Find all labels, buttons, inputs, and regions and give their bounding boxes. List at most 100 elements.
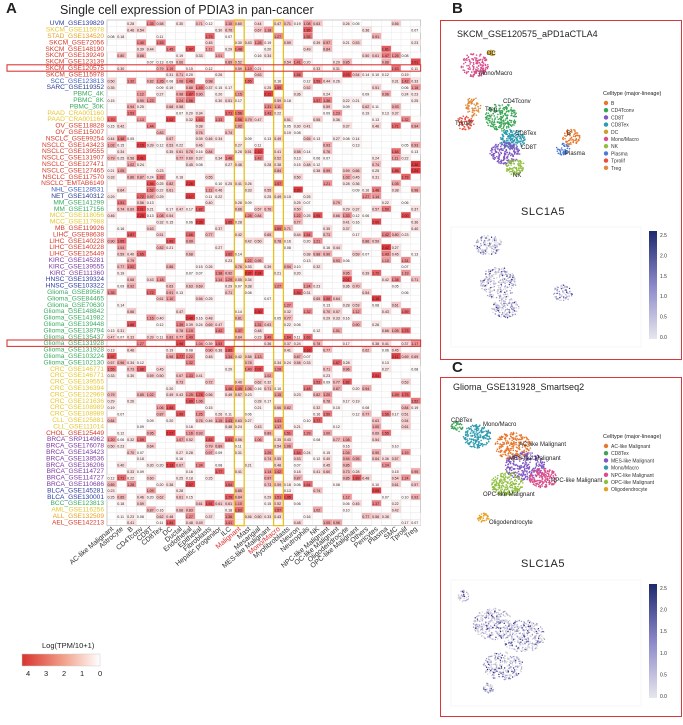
heatmap-cell-value: 0.06 bbox=[343, 502, 350, 506]
umap-cell-point bbox=[543, 461, 546, 464]
heatmap-cell-value: 0.77 bbox=[333, 380, 340, 384]
expression-cell-point bbox=[480, 252, 483, 255]
heatmap-cell-value: 0.29 bbox=[343, 208, 350, 212]
expression-cell-point bbox=[490, 250, 493, 252]
heatmap-cell-value: 2.16 bbox=[304, 348, 311, 352]
expression-cell-point bbox=[481, 235, 483, 238]
umap-cell-point bbox=[512, 137, 514, 140]
umap-cell-point bbox=[500, 151, 502, 154]
umap-cell-point bbox=[518, 171, 521, 174]
heatmap-cell-value: 0.13 bbox=[264, 137, 271, 141]
heatmap-cell-value: 1.06 bbox=[245, 387, 252, 391]
expression-cell-point bbox=[489, 270, 492, 273]
panel-a-label: A bbox=[6, 0, 17, 17]
heatmap-cell-value: 0.61 bbox=[176, 496, 183, 500]
heatmap-cell-value: 0.84 bbox=[206, 150, 213, 154]
heatmap-cell-value: 0.20 bbox=[225, 368, 232, 372]
umap-cell-point bbox=[574, 139, 577, 142]
umap-cell-point bbox=[516, 450, 519, 453]
heatmap-cell-value: 1.18 bbox=[264, 28, 271, 32]
heatmap-row-label: BCC_GSE123813 bbox=[50, 500, 104, 507]
heatmap-cell-value: 2.42 bbox=[382, 246, 389, 250]
heatmap-cell-value: 0.06 bbox=[294, 483, 301, 487]
heatmap-cell-value: 0.53 bbox=[166, 144, 173, 148]
heatmap-cell-value: 0.08 bbox=[313, 438, 320, 442]
heatmap-cell-value: 0.90 bbox=[372, 451, 379, 455]
expression-cell-point bbox=[513, 310, 516, 312]
umap-cell-point bbox=[472, 119, 474, 122]
heatmap-cell-value: 1.08 bbox=[176, 80, 183, 84]
heatmap-cell-value: 0.79 bbox=[206, 444, 213, 448]
umap-cell-point bbox=[570, 130, 573, 133]
umap-cell-point bbox=[512, 459, 514, 461]
umap-cell-point bbox=[542, 464, 544, 466]
heatmap-cell-value: 0.89 bbox=[108, 483, 115, 487]
umap-cell-point bbox=[513, 464, 515, 466]
umap-cell-point bbox=[470, 121, 473, 124]
umap-cell-point bbox=[536, 454, 539, 457]
umap-cell-point bbox=[480, 439, 482, 442]
umap-cell-point bbox=[563, 150, 565, 153]
heatmap-cell-value: 0.32 bbox=[284, 310, 291, 314]
umap-cell-point bbox=[468, 58, 470, 61]
umap-cell-point bbox=[469, 68, 472, 70]
heatmap-row-label: MM_GSE141299 bbox=[53, 199, 104, 206]
umap-cell-point bbox=[466, 438, 468, 440]
umap-legend-swatch bbox=[603, 144, 609, 149]
umap-cell-point bbox=[505, 139, 508, 142]
heatmap-cell-value: 0.54 bbox=[284, 60, 291, 64]
expression-cell-point bbox=[498, 286, 500, 289]
heatmap-cell-value: 0.29 bbox=[333, 60, 340, 64]
umap-cell-point bbox=[542, 473, 545, 475]
umap-cluster-label: CD4Tconv bbox=[503, 99, 531, 105]
umap-cell-point bbox=[512, 476, 515, 479]
expression-cell-point bbox=[487, 244, 490, 247]
expression-cell-point bbox=[505, 293, 507, 296]
heatmap-cell-value: 0.74 bbox=[264, 457, 271, 461]
heatmap-cell-value: 0.36 bbox=[333, 118, 340, 122]
heatmap-cell bbox=[244, 192, 255, 200]
expression-cell-point bbox=[492, 246, 494, 248]
umap-cell-point bbox=[531, 481, 534, 484]
heatmap-cell-value: 0.08 bbox=[411, 368, 418, 372]
expression-cell-point bbox=[500, 243, 502, 245]
expression-cell-point bbox=[515, 307, 517, 309]
heatmap-cell-value: 1.17 bbox=[274, 425, 281, 429]
umap-cell-point bbox=[475, 423, 478, 426]
heatmap-cell-value: 0.52 bbox=[186, 438, 193, 442]
heatmap-cell-value: 1.51 bbox=[284, 432, 291, 436]
heatmap-cell-value: 0.19 bbox=[108, 406, 115, 410]
expression-cell-point bbox=[502, 297, 504, 300]
umap-cell-point bbox=[486, 66, 489, 68]
umap-cell-point bbox=[534, 467, 536, 470]
expression-cell-point bbox=[559, 294, 561, 296]
heatmap-cell bbox=[253, 128, 264, 136]
umap-cell-point bbox=[570, 128, 572, 131]
heatmap-cell-value: 0.77 bbox=[362, 515, 369, 519]
heatmap-cell-value: 0.09 bbox=[245, 137, 252, 141]
umap-cell-point bbox=[518, 465, 521, 468]
heatmap-cell-value: 1.36 bbox=[225, 515, 232, 519]
umap-cell-point bbox=[481, 61, 483, 64]
heatmap-title: Single cell expression of PDIA3 in pan-c… bbox=[60, 3, 314, 17]
umap-cell-point bbox=[506, 116, 508, 119]
expression-cell-point bbox=[495, 240, 497, 242]
umap-cell-point bbox=[475, 60, 477, 62]
heatmap-cell-value: 0.46 bbox=[215, 188, 222, 192]
expression-cell-point bbox=[506, 304, 509, 306]
heatmap-cell-value: 0.20 bbox=[186, 112, 193, 116]
umap-cell-point bbox=[489, 432, 492, 435]
umap-cell-point bbox=[496, 448, 499, 450]
heatmap-cell-value: 0.79 bbox=[157, 67, 164, 71]
heatmap-cell-value: 0.32 bbox=[264, 380, 271, 384]
heatmap-cell-value: 0.25 bbox=[157, 182, 164, 186]
umap-cell-point bbox=[529, 475, 532, 478]
heatmap-cell-value: 0.12 bbox=[157, 323, 164, 327]
expression-cell-point bbox=[515, 304, 517, 306]
expression-cell-point bbox=[502, 294, 505, 296]
pan-cancer-heatmap: 0.28 1.35 0.58 0.30 0.71 0.12 1.10 0.60 0.44 0.47… bbox=[6, 19, 422, 678]
umap-cell-point bbox=[486, 122, 489, 125]
umap-cell-point bbox=[499, 109, 501, 112]
umap-cell-point bbox=[514, 143, 516, 145]
heatmap-cell bbox=[175, 83, 186, 91]
